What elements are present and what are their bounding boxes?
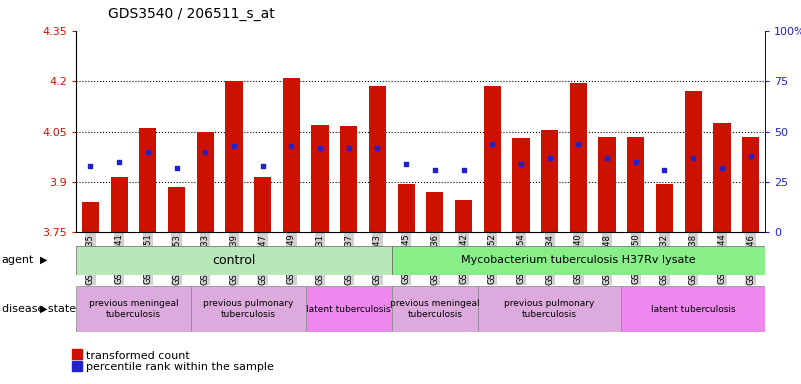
Point xyxy=(601,155,614,161)
Bar xyxy=(254,177,272,232)
Point xyxy=(199,149,211,155)
Bar xyxy=(397,184,415,232)
Bar xyxy=(225,81,243,232)
Bar xyxy=(139,128,156,232)
Text: latent tuberculosis: latent tuberculosis xyxy=(307,305,391,314)
Bar xyxy=(598,137,616,232)
Point xyxy=(543,155,556,161)
Text: previous pulmonary
tuberculosis: previous pulmonary tuberculosis xyxy=(505,300,595,319)
Bar xyxy=(368,86,386,232)
Bar xyxy=(76,246,392,275)
Bar xyxy=(82,202,99,232)
Point xyxy=(715,165,728,171)
Bar xyxy=(191,286,306,332)
Bar xyxy=(685,91,702,232)
Point xyxy=(142,149,155,155)
Bar xyxy=(283,78,300,232)
Bar xyxy=(76,286,191,332)
Point xyxy=(285,142,298,149)
Bar xyxy=(306,286,392,332)
Text: disease state: disease state xyxy=(2,304,76,314)
Point xyxy=(572,141,585,147)
Bar xyxy=(742,137,759,232)
Point xyxy=(630,159,642,165)
Point xyxy=(400,161,413,167)
Point xyxy=(457,167,470,173)
Bar xyxy=(426,192,444,232)
Text: GDS3540 / 206511_s_at: GDS3540 / 206511_s_at xyxy=(108,7,275,21)
Point xyxy=(342,144,355,151)
Point xyxy=(113,159,126,165)
Point xyxy=(371,144,384,151)
Text: previous pulmonary
tuberculosis: previous pulmonary tuberculosis xyxy=(203,300,293,319)
Bar xyxy=(455,200,472,232)
Bar xyxy=(196,131,214,232)
Text: ▶: ▶ xyxy=(40,255,47,265)
Text: percentile rank within the sample: percentile rank within the sample xyxy=(86,362,274,372)
Bar xyxy=(713,123,731,232)
Point xyxy=(686,155,699,161)
Point xyxy=(256,163,269,169)
Point xyxy=(744,152,757,159)
Text: Mycobacterium tuberculosis H37Rv lysate: Mycobacterium tuberculosis H37Rv lysate xyxy=(461,255,696,265)
Point xyxy=(486,141,499,147)
Bar xyxy=(312,125,328,232)
Bar xyxy=(484,86,501,232)
Bar xyxy=(627,137,644,232)
Bar xyxy=(111,177,127,232)
Point xyxy=(514,161,527,167)
Text: control: control xyxy=(212,254,256,266)
Text: previous meningeal
tuberculosis: previous meningeal tuberculosis xyxy=(390,300,480,319)
Point xyxy=(314,144,327,151)
Point xyxy=(227,142,240,149)
Point xyxy=(429,167,441,173)
Bar xyxy=(168,187,185,232)
Bar xyxy=(622,286,765,332)
Text: ▶: ▶ xyxy=(40,304,47,314)
Bar xyxy=(478,286,622,332)
Bar xyxy=(656,184,673,232)
Text: previous meningeal
tuberculosis: previous meningeal tuberculosis xyxy=(89,300,179,319)
Bar xyxy=(541,130,558,232)
Bar xyxy=(392,246,765,275)
Text: agent: agent xyxy=(2,255,34,265)
Bar xyxy=(392,286,478,332)
Text: latent tuberculosis: latent tuberculosis xyxy=(651,305,735,314)
Bar xyxy=(340,126,357,232)
Text: transformed count: transformed count xyxy=(86,351,190,361)
Bar xyxy=(513,138,529,232)
Point xyxy=(84,163,97,169)
Point xyxy=(658,167,671,173)
Bar xyxy=(570,83,587,232)
Point xyxy=(170,165,183,171)
